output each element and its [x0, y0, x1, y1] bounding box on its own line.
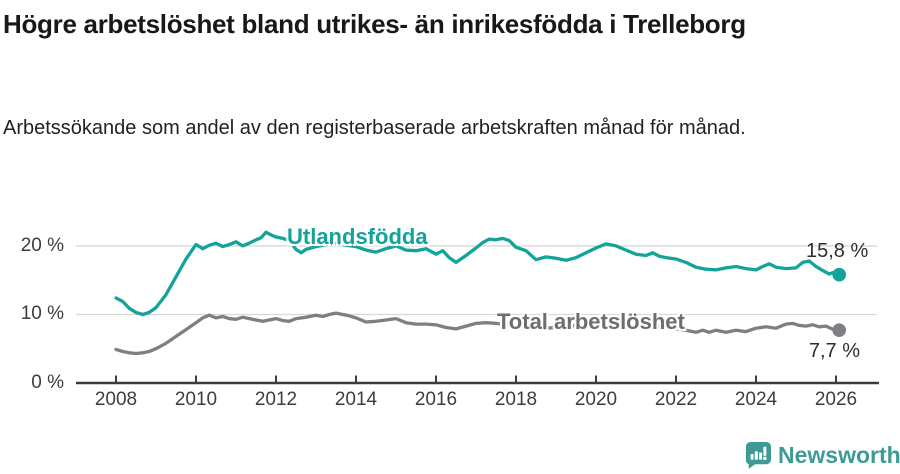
- x-tick-label: 2022: [654, 389, 698, 410]
- y-tick-label: 20 %: [20, 234, 64, 256]
- y-tick-label: 10 %: [20, 303, 64, 325]
- x-tick-label: 2012: [254, 389, 298, 410]
- series-end-dot-0: [832, 267, 846, 282]
- brand-footer: Newsworthy: [745, 441, 900, 469]
- x-tick-label: 2016: [414, 389, 458, 410]
- x-tick-label: 2020: [574, 389, 618, 410]
- x-tick-label: 2008: [94, 389, 138, 410]
- series-label-total-arbetsloshet: Total arbetslöshet: [497, 309, 685, 334]
- newsworthy-logo-icon: [745, 441, 771, 469]
- chart-subtitle: Arbetssökande som andel av den registerb…: [3, 117, 746, 139]
- y-tick-label: 0 %: [31, 372, 64, 393]
- brand-wordmark: Newsworthy: [778, 441, 900, 468]
- series-end-dot-1: [832, 323, 846, 338]
- x-tick-label: 2026: [814, 389, 858, 410]
- end-value-label-utlandsfodda: 15,8 %: [806, 240, 869, 262]
- series-label-utlandsfodda: Utlandsfödda: [287, 224, 428, 249]
- end-value-label-total: 7,7 %: [808, 340, 860, 362]
- series-line-0: [114, 230, 841, 317]
- x-tick-label: 2024: [734, 389, 778, 410]
- x-tick-label: 2018: [494, 389, 538, 410]
- page-title: Högre arbetslöshet bland utrikes- än inr…: [3, 9, 746, 39]
- x-tick-label: 2010: [174, 389, 218, 410]
- x-tick-label: 2014: [334, 389, 378, 410]
- series-line-1: [114, 311, 841, 356]
